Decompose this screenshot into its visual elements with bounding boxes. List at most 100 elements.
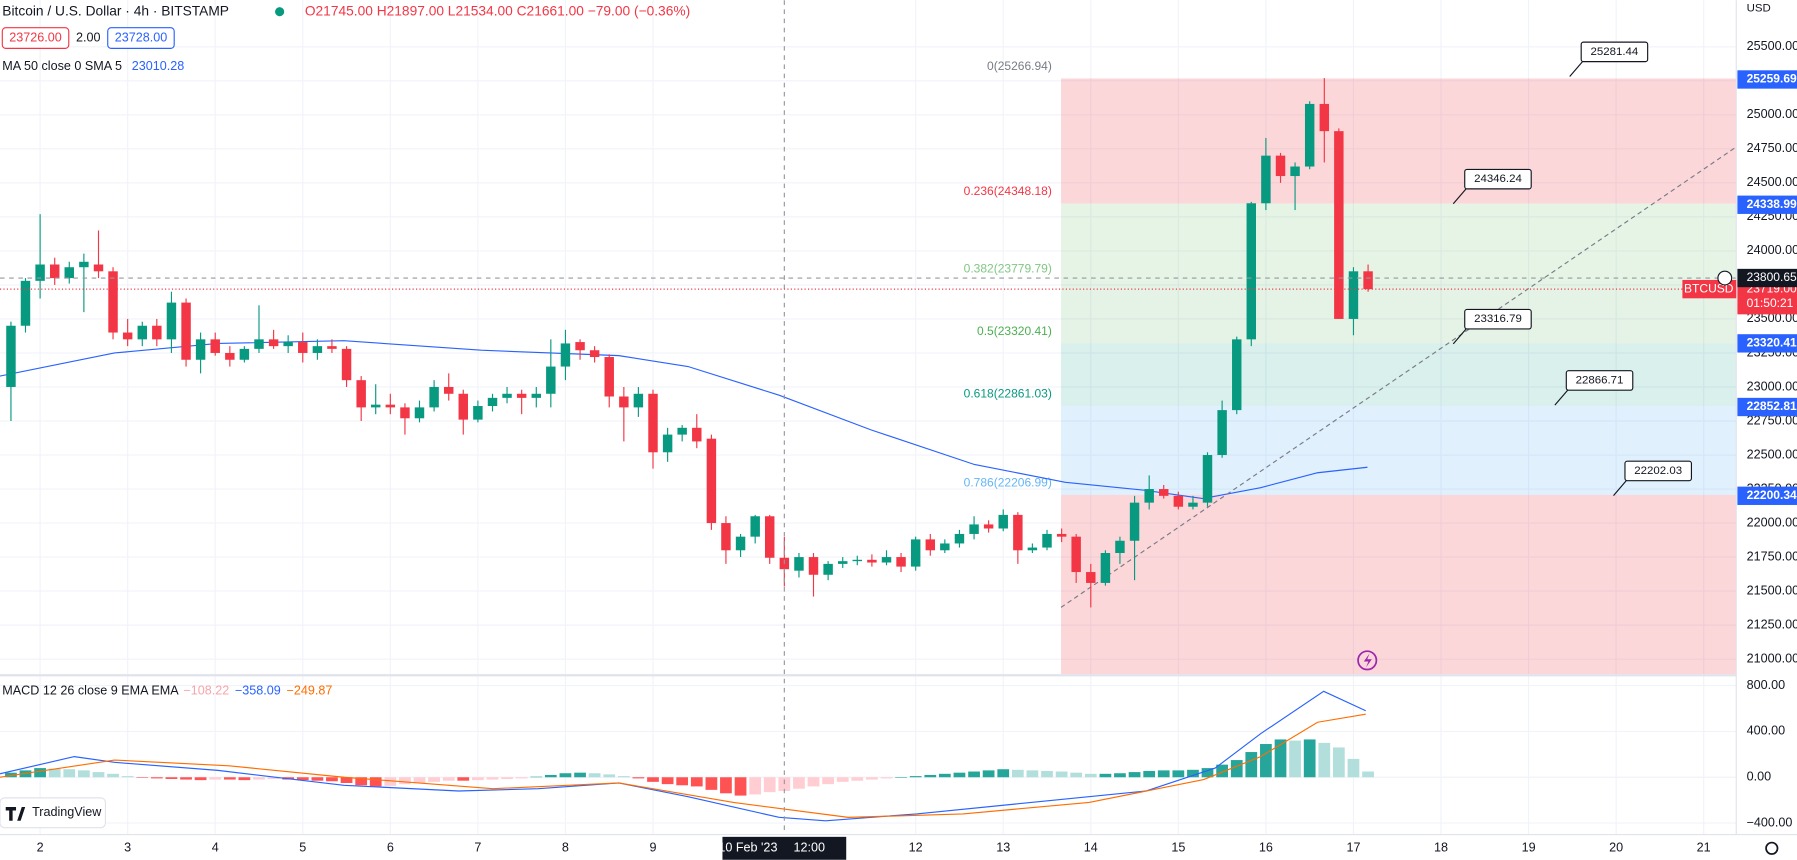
- macd-histogram-bar: [588, 773, 601, 778]
- macd-histogram-bar: [267, 777, 280, 779]
- macd-histogram-bar: [1143, 770, 1156, 778]
- x-tick-label: 14: [1084, 841, 1098, 855]
- candle-body: [998, 514, 1008, 529]
- macd-histogram-bar: [121, 776, 134, 778]
- crosshair-price-tag: [1737, 268, 1797, 288]
- candle-body: [1232, 339, 1242, 411]
- macd-histogram-bar: [48, 768, 61, 778]
- macd-histogram-bar: [1303, 739, 1316, 778]
- macd-histogram-bar: [1011, 769, 1024, 778]
- candle-body: [239, 348, 250, 360]
- macd-signal-last: −249.87: [287, 684, 333, 698]
- candle-body: [940, 543, 950, 551]
- macd-histogram-bar: [384, 777, 397, 786]
- currency[interactable]: USD: [1747, 2, 1771, 14]
- callout-text: 23316.79: [1474, 313, 1522, 325]
- ma-legend[interactable]: MA 50 close 0 SMA 5: [2, 59, 122, 73]
- callout-box: [1580, 41, 1649, 63]
- macd-histogram-bar: [982, 770, 995, 778]
- candle-body: [108, 271, 118, 333]
- x-tick-label: 9: [649, 841, 656, 855]
- macd-histogram-bar: [793, 777, 805, 789]
- candle-body: [473, 406, 483, 420]
- level-tag: [1737, 195, 1797, 214]
- y-tick-label: 22500.00: [1747, 447, 1797, 461]
- sell-button[interactable]: [1, 27, 70, 49]
- candle-body: [283, 342, 293, 347]
- candle-body: [312, 346, 323, 353]
- candle-body: [225, 352, 235, 360]
- settings-icon[interactable]: [1765, 841, 1779, 855]
- macd-histogram-bar: [603, 774, 616, 778]
- ma-line: [0, 340, 1368, 500]
- market-status[interactable]: [275, 7, 285, 17]
- x-tick-label: 8: [562, 841, 569, 855]
- candle-body: [1071, 536, 1081, 573]
- symbol-title[interactable]: Bitcoin / U.S. Dollar · 4h · BITSTAMP: [2, 3, 229, 18]
- macd-histogram-bar: [1187, 769, 1199, 778]
- candle-body: [546, 366, 556, 394]
- buy-button[interactable]: [107, 27, 175, 49]
- macd-histogram-bar: [749, 777, 762, 795]
- macd-histogram-bar: [92, 772, 105, 778]
- y-tick-label: 21750.00: [1747, 549, 1797, 563]
- macd-histogram-bar: [355, 777, 368, 786]
- candle-body: [794, 557, 804, 571]
- level-tag-text: 22200.34: [1747, 488, 1797, 502]
- y-tick-label: 24750.00: [1747, 141, 1797, 155]
- macd-histogram-bar: [1041, 770, 1053, 778]
- macd-histogram-bar: [515, 777, 528, 779]
- brand-badge[interactable]: [0, 797, 107, 829]
- macd-histogram-bar: [428, 777, 440, 782]
- x-tick-label: 21: [1697, 841, 1711, 855]
- macd-hist-last: −108.22: [183, 684, 229, 698]
- x-tick-label: 15: [1171, 841, 1185, 855]
- candle-body: [619, 396, 629, 408]
- macd-line-last: −358.09: [235, 684, 281, 698]
- macd-histogram-bar: [836, 777, 849, 782]
- macd-histogram-bar: [399, 777, 411, 785]
- buy-price[interactable]: 23728.00: [115, 30, 168, 44]
- macd-histogram-bar: [78, 770, 90, 778]
- candle-body: [896, 557, 906, 567]
- candle-body: [1158, 489, 1169, 496]
- candle-body: [925, 539, 936, 551]
- candle-body: [1013, 514, 1023, 551]
- candle-body: [1319, 103, 1330, 132]
- event-icon[interactable]: [1357, 650, 1378, 671]
- candle-body: [458, 393, 468, 420]
- macd-histogram-bar: [472, 777, 484, 781]
- macd-histogram-bar: [661, 777, 674, 785]
- macd-histogram-bar: [1260, 744, 1272, 778]
- candle-body: [444, 386, 454, 394]
- candle-body: [1275, 155, 1286, 177]
- candle-body: [1144, 489, 1154, 503]
- fib-label: 0.382(23779.79): [964, 262, 1052, 276]
- macd-histogram-bar: [326, 777, 338, 782]
- candle-body: [764, 516, 775, 558]
- x-tick-label: 4: [212, 841, 219, 855]
- candle-body: [254, 339, 264, 349]
- candle-body: [152, 325, 162, 340]
- macd-legend[interactable]: MACD 12 26 close 9 EMA EMA: [2, 684, 179, 698]
- candle-body: [327, 346, 337, 349]
- callout-text: 22866.71: [1576, 375, 1624, 387]
- candle-body: [487, 397, 498, 407]
- x-tick-label: 18: [1434, 841, 1448, 855]
- macd-layer: [0, 690, 1374, 822]
- candle-body: [516, 393, 527, 398]
- sell-price[interactable]: 23726.00: [9, 30, 62, 44]
- candles-layer: [6, 78, 1373, 608]
- macd-histogram-bar: [705, 777, 718, 790]
- candle-body: [910, 539, 921, 567]
- fib-layer: 0(25266.94) 0.236(24348.18) 0.382(23779.79…: [964, 59, 1737, 675]
- candle-body: [969, 524, 979, 534]
- macd-histogram-bar: [632, 777, 645, 779]
- macd-histogram-bar: [544, 774, 557, 778]
- macd-histogram-bar: [1245, 752, 1258, 778]
- candle-body: [1334, 131, 1344, 319]
- macd-histogram-bar: [457, 777, 470, 781]
- level-tag: [1737, 334, 1797, 353]
- y-tick-label: 21250.00: [1747, 617, 1797, 631]
- candle-body: [385, 404, 396, 408]
